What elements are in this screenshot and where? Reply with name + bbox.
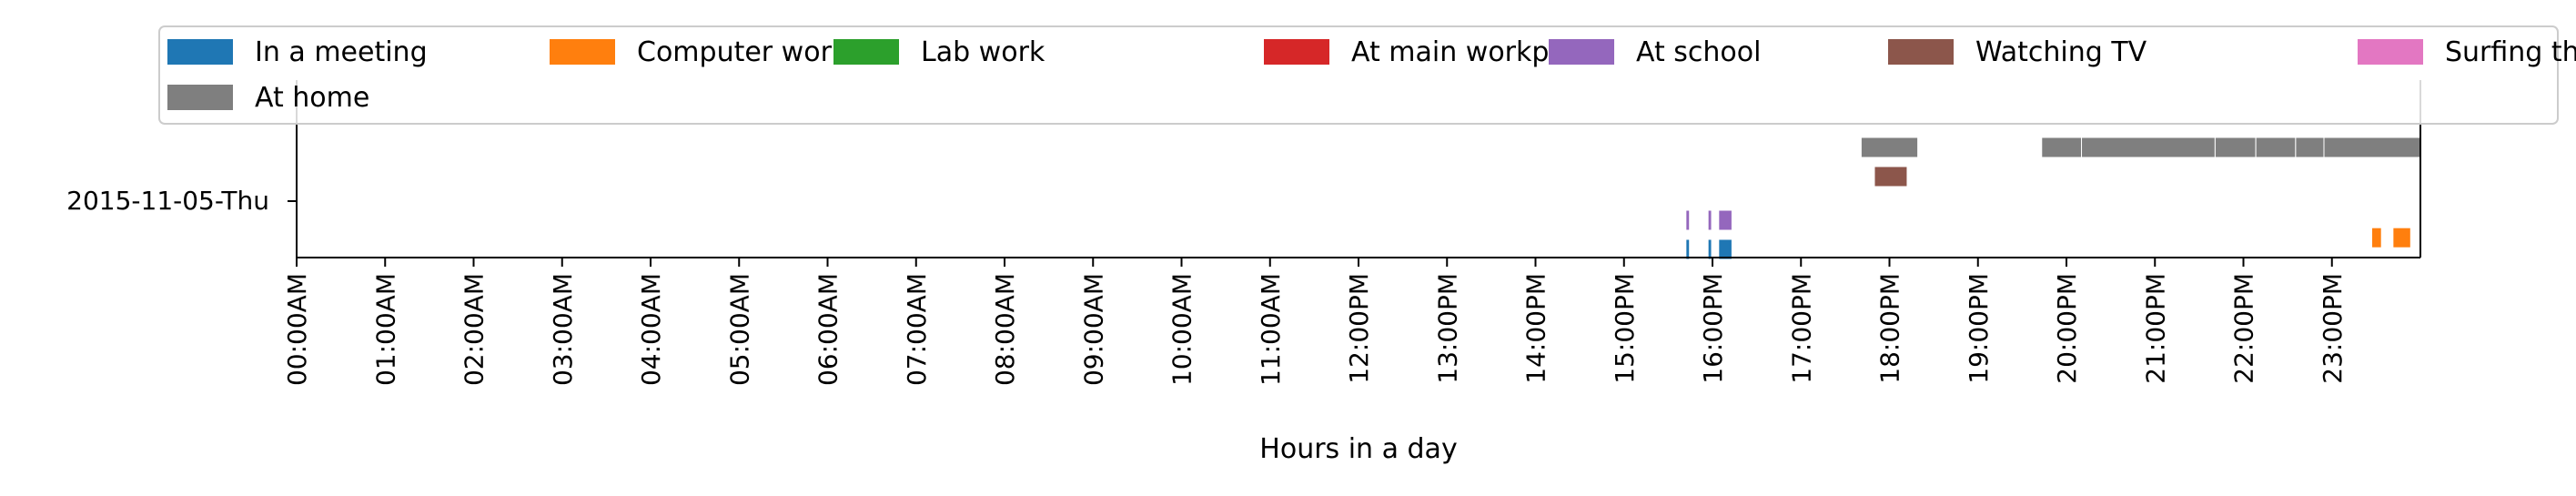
legend-label: In a meeting bbox=[255, 36, 428, 68]
x-tick-label: 09:00AM bbox=[1078, 273, 1108, 386]
x-tick-label: 19:00PM bbox=[1964, 273, 1994, 384]
x-tick-label: 06:00AM bbox=[813, 273, 844, 386]
x-axis-label: Hours in a day bbox=[1259, 433, 1457, 465]
bar-at-home-5 bbox=[2295, 137, 2325, 158]
legend-label: Surfing the internet bbox=[2445, 36, 2576, 68]
bar-computer-work-1 bbox=[2392, 227, 2411, 248]
legend-swatch bbox=[1264, 39, 1329, 65]
x-tick-label: 12:00PM bbox=[1344, 273, 1374, 384]
bar-at-home-3 bbox=[2214, 137, 2257, 158]
x-tick-label: 01:00AM bbox=[370, 273, 400, 386]
x-tick-label: 03:00AM bbox=[548, 273, 578, 386]
bar-at-home-0 bbox=[1860, 137, 1919, 158]
x-tick-label: 18:00PM bbox=[1875, 273, 1905, 384]
x-axis-ticks: 00:00AM 01:00AM 02:00AM 03:00AM 04:00AM 05:00… bbox=[282, 258, 2348, 386]
x-tick-label: 20:00PM bbox=[2052, 273, 2082, 384]
x-tick-label: 11:00AM bbox=[1256, 273, 1286, 386]
x-tick-label: 02:00AM bbox=[460, 273, 490, 386]
legend-swatch bbox=[1549, 39, 1614, 65]
legend: In a meeting Computer work Lab work At main… bbox=[158, 25, 2576, 125]
x-tick-label: 05:00AM bbox=[724, 273, 754, 386]
activity-bars bbox=[1685, 137, 2421, 260]
bar-watching-tv-0 bbox=[1874, 166, 1908, 187]
legend-swatch bbox=[1888, 39, 1954, 65]
legend-label: At school bbox=[1636, 36, 1761, 68]
x-tick-label: 14:00PM bbox=[1521, 273, 1551, 384]
bar-in-a-meeting-1 bbox=[1707, 238, 1712, 260]
bar-at-home-1 bbox=[2041, 137, 2083, 158]
legend-box bbox=[158, 25, 2559, 125]
x-tick-label: 21:00PM bbox=[2140, 273, 2170, 384]
bar-in-a-meeting-2 bbox=[1718, 238, 1732, 260]
legend-swatch bbox=[833, 39, 899, 65]
bar-at-school-1 bbox=[1707, 209, 1712, 231]
y-tick-label: 2015-11-05-Thu bbox=[66, 186, 269, 216]
x-tick-label: 07:00AM bbox=[902, 273, 932, 386]
x-tick-label: 16:00PM bbox=[1698, 273, 1728, 384]
x-tick-label: 17:00PM bbox=[1786, 273, 1816, 384]
x-tick-label: 15:00PM bbox=[1610, 273, 1640, 384]
legend-swatch bbox=[167, 85, 233, 110]
bar-at-home-6 bbox=[2323, 137, 2421, 158]
bar-at-home-2 bbox=[2081, 137, 2216, 158]
legend-label: Watching TV bbox=[1975, 36, 2147, 68]
bar-at-home-4 bbox=[2255, 137, 2297, 158]
bar-at-school-0 bbox=[1685, 209, 1691, 231]
x-tick-label: 10:00AM bbox=[1167, 273, 1197, 386]
legend-label: At home bbox=[255, 82, 369, 114]
x-tick-label: 13:00PM bbox=[1432, 273, 1462, 384]
legend-label: Computer work bbox=[637, 36, 848, 68]
bar-computer-work-0 bbox=[2371, 227, 2382, 248]
bar-at-school-2 bbox=[1718, 209, 1732, 231]
x-tick-label: 22:00PM bbox=[2229, 273, 2259, 384]
legend-swatch bbox=[2358, 39, 2423, 65]
x-tick-label: 23:00PM bbox=[2318, 273, 2348, 384]
legend-swatch bbox=[167, 39, 233, 65]
x-tick-label: 04:00AM bbox=[636, 273, 666, 386]
x-tick-label: 00:00AM bbox=[282, 273, 312, 386]
legend-label: Lab work bbox=[921, 36, 1046, 68]
x-tick-label: 08:00AM bbox=[990, 273, 1020, 386]
bar-in-a-meeting-0 bbox=[1685, 238, 1691, 260]
legend-swatch bbox=[550, 39, 615, 65]
